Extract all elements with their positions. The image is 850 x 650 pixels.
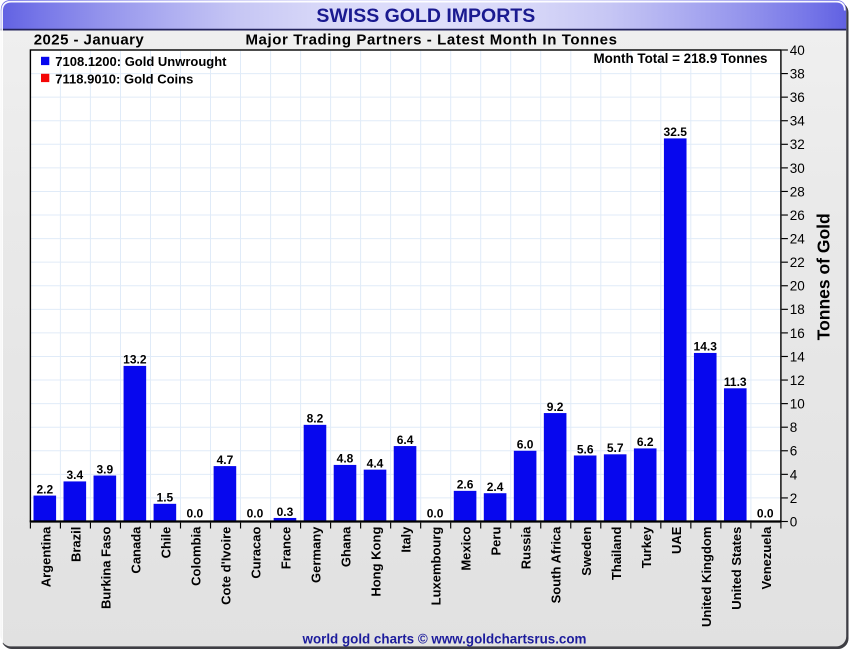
svg-text:Italy: Italy (399, 526, 414, 553)
svg-text:2.4: 2.4 (487, 480, 504, 494)
svg-text:Argentina: Argentina (38, 526, 53, 587)
svg-text:Sweden: Sweden (579, 527, 594, 576)
svg-text:6: 6 (790, 444, 798, 459)
svg-text:Hong Kong: Hong Kong (369, 527, 384, 597)
svg-text:0: 0 (790, 514, 798, 529)
svg-text:8.2: 8.2 (307, 412, 324, 426)
svg-text:world gold charts © www.goldch: world gold charts © www.goldchartsrus.co… (302, 632, 587, 647)
svg-text:40: 40 (790, 43, 805, 58)
svg-text:6.2: 6.2 (637, 435, 654, 449)
svg-text:14.3: 14.3 (694, 340, 718, 354)
svg-text:Month Total = 218.9 Tonnes: Month Total = 218.9 Tonnes (594, 51, 768, 66)
svg-text:10: 10 (790, 397, 805, 412)
svg-text:Chile: Chile (158, 527, 173, 559)
svg-text:11.3: 11.3 (724, 375, 747, 389)
svg-text:9.2: 9.2 (547, 400, 564, 414)
svg-text:0.0: 0.0 (187, 507, 204, 521)
svg-text:32.5: 32.5 (664, 125, 688, 139)
svg-text:2025 - January: 2025 - January (34, 31, 145, 48)
svg-text:36: 36 (790, 90, 805, 105)
svg-text:Venezuela: Venezuela (759, 526, 774, 590)
svg-text:Burkina Faso: Burkina Faso (98, 527, 113, 609)
svg-text:3.4: 3.4 (66, 468, 83, 482)
svg-text:0.3: 0.3 (277, 505, 294, 519)
svg-text:SWISS GOLD IMPORTS: SWISS GOLD IMPORTS (316, 5, 535, 27)
svg-text:4: 4 (790, 467, 798, 482)
svg-text:Canada: Canada (128, 526, 143, 574)
svg-text:Russia: Russia (519, 526, 534, 569)
svg-text:0.0: 0.0 (757, 507, 774, 521)
svg-text:8: 8 (790, 420, 798, 435)
svg-text:34: 34 (790, 114, 806, 129)
svg-text:24: 24 (790, 232, 806, 247)
svg-text:Curacao: Curacao (249, 527, 264, 579)
svg-text:France: France (279, 527, 294, 570)
svg-text:5.6: 5.6 (577, 442, 594, 456)
svg-text:Peru: Peru (489, 527, 504, 556)
svg-text:Cote d'Ivoire: Cote d'Ivoire (219, 527, 234, 605)
svg-text:4.8: 4.8 (337, 452, 354, 466)
svg-text:30: 30 (790, 161, 805, 176)
svg-text:UAE: UAE (669, 526, 684, 554)
svg-text:Brazil: Brazil (68, 527, 83, 562)
svg-text:Colombia: Colombia (189, 526, 204, 586)
svg-text:Tonnes of Gold: Tonnes of Gold (814, 213, 834, 340)
svg-text:26: 26 (790, 208, 805, 223)
svg-text:United Kingdom: United Kingdom (699, 527, 714, 627)
svg-text:Turkey: Turkey (639, 526, 654, 568)
svg-text:38: 38 (790, 66, 805, 81)
svg-text:6.0: 6.0 (517, 438, 534, 452)
svg-text:32: 32 (790, 137, 805, 152)
svg-text:1.5: 1.5 (157, 491, 174, 505)
svg-text:Germany: Germany (309, 526, 324, 583)
svg-text:14: 14 (790, 349, 806, 364)
svg-text:7108.1200: Gold Unwrought: 7108.1200: Gold Unwrought (55, 54, 227, 69)
svg-text:18: 18 (790, 302, 805, 317)
svg-text:12: 12 (790, 373, 805, 388)
svg-text:2: 2 (790, 491, 798, 506)
svg-text:South Africa: South Africa (549, 526, 564, 604)
svg-text:3.9: 3.9 (96, 462, 113, 476)
svg-text:13.2: 13.2 (123, 353, 147, 367)
svg-text:16: 16 (790, 326, 805, 341)
svg-text:0.0: 0.0 (247, 507, 264, 521)
svg-text:United States: United States (729, 527, 744, 610)
svg-text:Thailand: Thailand (609, 527, 624, 581)
svg-text:20: 20 (790, 279, 805, 294)
svg-text:Luxembourg: Luxembourg (429, 527, 444, 606)
svg-text:4.4: 4.4 (367, 456, 384, 470)
svg-text:22: 22 (790, 255, 805, 270)
svg-text:5.7: 5.7 (607, 441, 624, 455)
svg-text:4.7: 4.7 (217, 453, 234, 467)
svg-text:7118.9010: Gold Coins: 7118.9010: Gold Coins (55, 72, 193, 87)
svg-text:6.4: 6.4 (397, 433, 414, 447)
svg-text:Major Trading Partners - Lates: Major Trading Partners - Latest Month In… (245, 31, 617, 48)
svg-text:28: 28 (790, 184, 805, 199)
svg-text:0.0: 0.0 (427, 507, 444, 521)
svg-text:Mexico: Mexico (459, 527, 474, 571)
svg-text:2.6: 2.6 (457, 478, 474, 492)
svg-text:2.2: 2.2 (36, 482, 53, 496)
svg-text:Ghana: Ghana (339, 526, 354, 567)
